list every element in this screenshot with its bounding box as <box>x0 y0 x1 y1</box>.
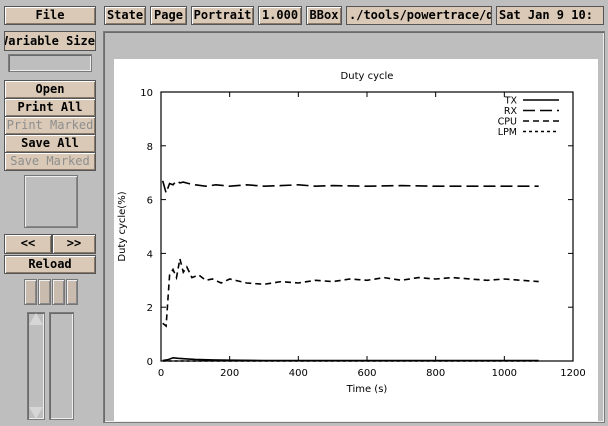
legend-label-lpm: LPM <box>498 127 517 138</box>
document-viewport[interactable]: 0 200 400 600 800 1000 1200 0 2 4 6 8 10 Duty cycle Ti… <box>103 31 605 423</box>
date-label: Sat Jan 9 10: <box>496 6 604 25</box>
scroll-up-arrow-icon[interactable] <box>29 313 43 325</box>
page-canvas: 0 200 400 600 800 1000 1200 0 2 4 6 8 10 Duty cycle Ti… <box>114 59 598 421</box>
page-list[interactable] <box>49 312 74 420</box>
duty-cycle-chart: 0 200 400 600 800 1000 1200 0 2 4 6 8 10 Duty cycle Ti… <box>117 71 586 395</box>
save-marked-button[interactable]: Save Marked <box>4 152 96 171</box>
page-mark-toggle-4[interactable] <box>66 279 78 305</box>
chart-title: Duty cycle <box>341 71 394 82</box>
save-all-button[interactable]: Save All <box>4 134 96 153</box>
file-menu[interactable]: File <box>4 6 96 25</box>
y-tick-label: 4 <box>147 249 153 260</box>
status-field <box>8 54 92 72</box>
x-tick-label: 0 <box>158 368 164 379</box>
x-tick-label: 800 <box>426 368 445 379</box>
magnification-button[interactable]: 1.000 <box>258 6 302 25</box>
legend-label-tx: TX <box>504 96 518 107</box>
series-line-rx <box>161 179 539 196</box>
x-axis-label: Time (s) <box>346 384 388 395</box>
y-tick-label: 6 <box>147 196 153 207</box>
page-mark-toggle-1[interactable] <box>24 279 37 305</box>
prev-page-button[interactable]: << <box>4 234 52 254</box>
print-marked-button[interactable]: Print Marked <box>4 116 96 135</box>
y-tick-label: 0 <box>147 357 153 368</box>
print-all-button[interactable]: Print All <box>4 98 96 117</box>
open-button[interactable]: Open <box>4 80 96 99</box>
reload-button[interactable]: Reload <box>4 255 96 274</box>
page-preview-thumbnail[interactable] <box>24 175 78 228</box>
x-tick-label: 1000 <box>492 368 517 379</box>
y-tick-label: 10 <box>140 88 153 99</box>
x-tick-label: 600 <box>357 368 376 379</box>
bbox-button[interactable]: BBox <box>306 6 342 25</box>
legend-label-rx: RX <box>504 106 518 117</box>
page-mark-toggle-2[interactable] <box>38 279 51 305</box>
y-axis-label: Duty cycle(%) <box>117 191 128 261</box>
size-mode-button[interactable]: Variable Size <box>4 31 96 51</box>
series-line-tx <box>162 356 539 362</box>
page-button[interactable]: Page <box>150 6 187 25</box>
page-mark-toggle-3[interactable] <box>52 279 65 305</box>
x-tick-label: 400 <box>289 368 308 379</box>
series-line-cpu <box>162 258 539 328</box>
x-tick-label: 1200 <box>560 368 585 379</box>
scroll-down-arrow-icon[interactable] <box>29 407 43 419</box>
y-tick-label: 8 <box>147 142 153 153</box>
x-tick-label: 200 <box>220 368 239 379</box>
state-button[interactable]: State <box>104 6 146 25</box>
filename-label: ./tools/powertrace/d <box>346 6 492 25</box>
orientation-button[interactable]: Portrait <box>191 6 254 25</box>
y-tick-label: 2 <box>147 303 153 314</box>
page-list-scrollbar[interactable] <box>27 312 45 420</box>
legend-label-cpu: CPU <box>498 117 517 128</box>
next-page-button[interactable]: >> <box>52 234 96 254</box>
